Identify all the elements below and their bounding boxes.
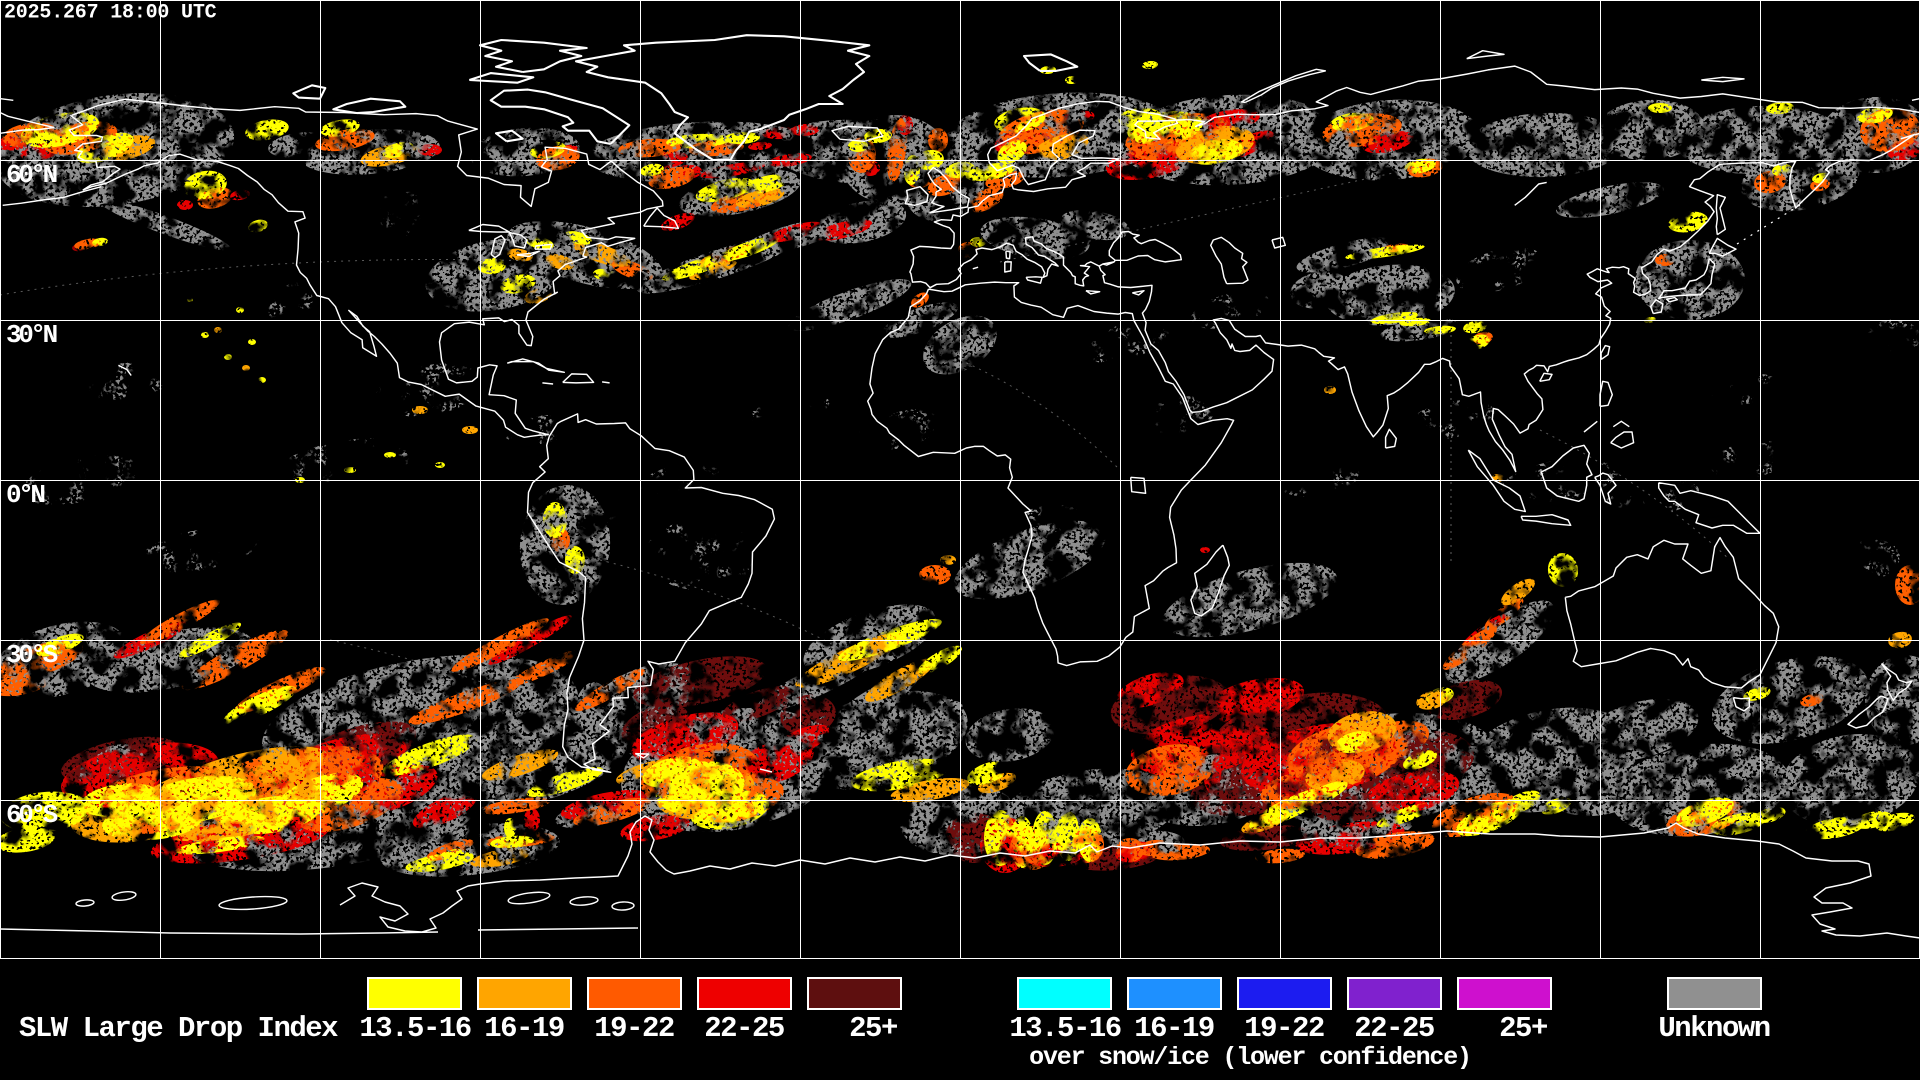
svg-text:13.5-16: 13.5-16 (1009, 1012, 1120, 1045)
svg-text:25+: 25+ (849, 1012, 897, 1045)
svg-text:22-25: 22-25 (1354, 1012, 1434, 1045)
svg-text:30°N: 30°N (6, 320, 57, 350)
svg-text:Unknown: Unknown (1658, 1012, 1769, 1045)
svg-text:16-19: 16-19 (1134, 1012, 1214, 1045)
svg-text:16-19: 16-19 (484, 1012, 564, 1045)
svg-text:SLW Large Drop Index: SLW Large Drop Index (19, 1012, 338, 1045)
svg-text:19-22: 19-22 (1244, 1012, 1324, 1045)
svg-text:0°N: 0°N (6, 480, 44, 510)
svg-text:2025.267 18:00 UTC: 2025.267 18:00 UTC (4, 2, 217, 25)
svg-text:19-22: 19-22 (594, 1012, 674, 1045)
svg-text:60°N: 60°N (6, 160, 57, 190)
svg-text:13.5-16: 13.5-16 (359, 1012, 470, 1045)
svg-text:30°S: 30°S (6, 640, 58, 670)
svg-text:60°S: 60°S (6, 800, 58, 830)
svg-text:22-25: 22-25 (704, 1012, 784, 1045)
svg-text:over snow/ice (lower confidenc: over snow/ice (lower confidence) (1029, 1043, 1471, 1072)
svg-text:25+: 25+ (1499, 1012, 1547, 1045)
